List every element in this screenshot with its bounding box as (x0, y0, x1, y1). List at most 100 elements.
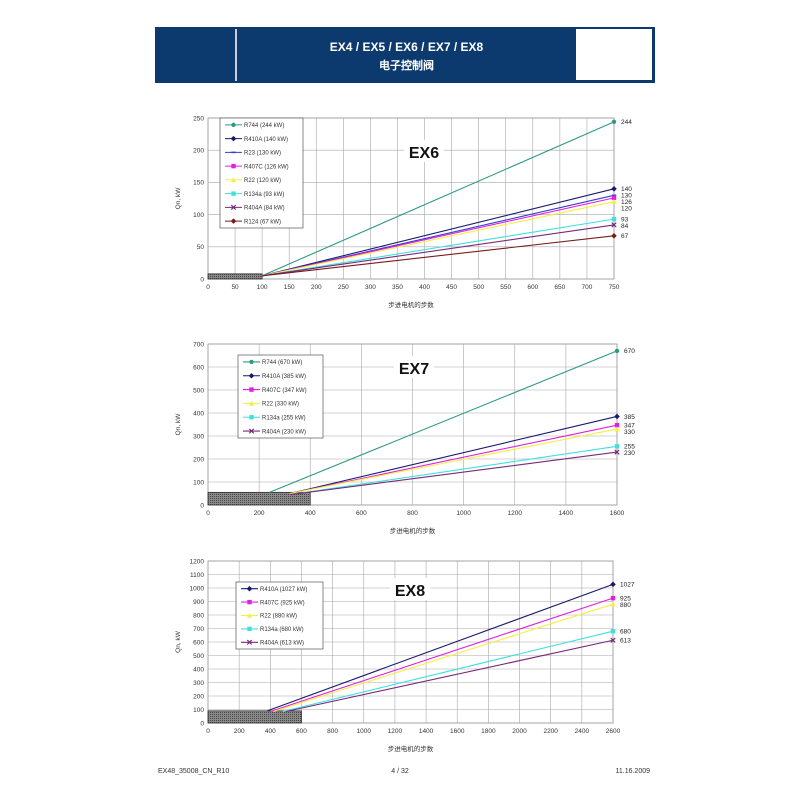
x-tick-label: 150 (284, 284, 295, 291)
series-line (262, 235, 615, 277)
series-line (289, 424, 618, 495)
y-tick-label: 700 (193, 626, 204, 633)
legend-label: R410A (1027 kW) (260, 587, 307, 593)
x-tick-label: 2400 (575, 728, 590, 735)
x-tick-label: 0 (206, 284, 210, 291)
end-value-label: 244 (621, 119, 632, 126)
x-tick-label: 1800 (481, 728, 496, 735)
shaded-region (207, 710, 302, 724)
chart-ex6: 0 50 100 150 200 250 300 350 400 450 500 550 600 650 7… (175, 115, 632, 309)
x-tick-label: 0 (206, 510, 210, 517)
y-axis-label: Qn, kW (175, 630, 182, 653)
x-marker (611, 222, 617, 228)
x-tick-label: 600 (527, 284, 538, 291)
square-marker (247, 626, 252, 632)
title-bg (394, 356, 434, 378)
x-tick-label: 50 (231, 284, 239, 291)
x-tick-label: 250 (338, 284, 349, 291)
x-tick-label: 1200 (508, 510, 523, 517)
chart-title: EX8 (395, 583, 425, 600)
y-axis-label: Qn, kW (175, 413, 182, 436)
legend-label: R744 (244 kW) (244, 123, 284, 129)
x-tick-label: 750 (609, 284, 620, 291)
series-line (269, 350, 618, 493)
series-line (289, 451, 618, 496)
series-line (262, 201, 615, 277)
x-tick-label: 650 (554, 284, 565, 291)
y-tick-label: 200 (193, 456, 204, 463)
circle-marker (231, 122, 236, 128)
end-value-label: 613 (620, 638, 631, 645)
y-tick-label: 100 (193, 479, 204, 486)
square-marker (611, 216, 617, 222)
x-tick-label: 400 (265, 728, 276, 735)
x-tick-label: 400 (305, 510, 316, 517)
x-axis-label: 步进电机的步数 (388, 744, 434, 753)
x-tick-label: 200 (254, 510, 265, 517)
circle-marker (249, 359, 254, 365)
legend-label: R134a (680 kW) (260, 627, 304, 633)
end-value-label: 130 (621, 193, 632, 200)
y-tick-label: 1200 (190, 558, 205, 565)
triangle-marker (246, 612, 253, 618)
y-tick-label: 1000 (190, 585, 205, 592)
end-value-label: 230 (624, 450, 635, 457)
diamond-marker (614, 413, 620, 420)
x-tick-label: 700 (582, 284, 593, 291)
x-tick-label: 2200 (543, 728, 558, 735)
x-tick-label: 200 (234, 728, 245, 735)
x-tick-label: 1000 (357, 728, 372, 735)
x-tick-label: 1000 (456, 510, 471, 517)
title-bg (404, 140, 444, 162)
end-value-label: 330 (624, 429, 635, 436)
end-value-label: 255 (624, 444, 635, 451)
legend-box (237, 354, 324, 439)
square-marker (249, 415, 254, 420)
legend-label: R22 (120 kW) (244, 178, 281, 184)
legend-label: R407C (126 kW) (244, 164, 289, 170)
y-tick-label: 400 (193, 410, 204, 417)
legend-label: R23 (130 kW) (244, 151, 281, 157)
square-marker (249, 387, 254, 392)
square-marker (231, 191, 236, 196)
x-marker (614, 449, 620, 455)
x-tick-label: 1600 (450, 728, 465, 735)
series-line (289, 415, 618, 495)
diamond-marker (246, 585, 253, 592)
square-marker (610, 629, 616, 634)
square-marker (610, 595, 616, 601)
square-marker (614, 444, 620, 449)
legend-label: R134a (255 kW) (262, 415, 306, 421)
series-line (262, 218, 615, 277)
series-line (262, 224, 615, 277)
chart-ex7: 0 200 400 600 800 1000 1200 1400 1600 0 100 200 300 4… (175, 341, 635, 535)
y-tick-label: 400 (193, 666, 204, 673)
x-axis-label: 步进电机的步数 (390, 526, 436, 535)
chart-ex8: 0 200 400 600 800 1000 1200 1400 1600 1800 2000 220… (175, 558, 635, 753)
diamond-marker (611, 186, 617, 192)
legend-label: R404A (230 kW) (262, 429, 306, 435)
legend-label: R22 (330 kW) (262, 402, 299, 408)
circle-marker (614, 348, 620, 354)
footer-date: 11.16.2009 (615, 768, 650, 775)
end-value-label: 880 (620, 602, 631, 609)
x-tick-label: 800 (407, 510, 418, 517)
x-tick-label: 500 (473, 284, 484, 291)
x-tick-label: 550 (500, 284, 511, 291)
y-tick-label: 600 (193, 639, 204, 646)
y-tick-label: 800 (193, 612, 204, 619)
legend-label: R410A (385 kW) (262, 374, 306, 380)
y-tick-label: 900 (193, 599, 204, 606)
legend-label: R404A (84 kW) (244, 206, 285, 212)
series-line (289, 445, 618, 496)
title-bg (390, 578, 430, 600)
end-value-label: 140 (621, 186, 632, 193)
diamond-marker (248, 372, 255, 379)
x-tick-label: 600 (296, 728, 307, 735)
y-tick-label: 600 (193, 364, 204, 371)
y-tick-label: 100 (193, 707, 204, 714)
chart-title: EX7 (399, 361, 429, 378)
legend-label: R404A (613 kW) (260, 641, 304, 647)
series-line (270, 597, 614, 713)
